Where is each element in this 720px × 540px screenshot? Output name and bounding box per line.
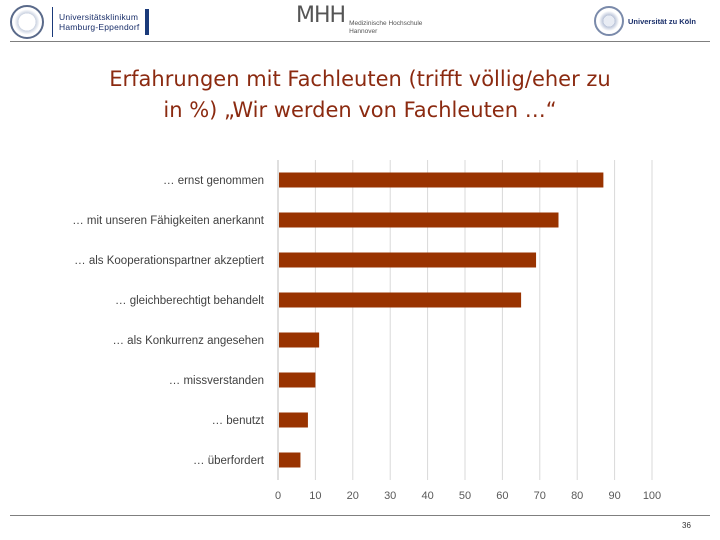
category-label: … gleichberechtigt behandelt <box>115 295 265 307</box>
mhh-logo-line-1: Medizinische Hochschule <box>349 20 423 27</box>
mhh-logo-text: Medizinische Hochschule Hannover <box>349 20 422 36</box>
x-tick-label: 100 <box>643 490 661 502</box>
uke-logo-text: Universitätsklinikum Hamburg-Eppendorf <box>59 12 139 32</box>
bar <box>279 332 320 348</box>
mhh-logo-line-2: Hannover <box>349 28 378 35</box>
x-tick-label: 40 <box>421 490 433 502</box>
page-number: 36 <box>682 521 691 530</box>
uke-logo: Universitätsklinikum Hamburg-Eppendorf <box>10 4 150 40</box>
chart-grid <box>277 160 653 480</box>
category-label: … überfordert <box>193 455 265 467</box>
chart-x-ticks: 0 10 20 30 40 50 60 70 80 90 100 <box>275 490 661 502</box>
x-tick-label: 60 <box>496 490 508 502</box>
bar <box>279 372 316 388</box>
bar <box>279 292 522 308</box>
koeln-logo: Universität zu Köln <box>594 6 696 36</box>
category-label: … benutzt <box>212 415 265 427</box>
category-label: … ernst genommen <box>163 175 264 187</box>
mhh-logo-mark: MHH <box>296 3 346 28</box>
uke-logo-line-1: Universitätsklinikum <box>59 12 139 22</box>
bar <box>279 452 301 468</box>
uke-seal-icon <box>10 5 44 39</box>
x-tick-label: 30 <box>384 490 396 502</box>
koeln-logo-text: Universität zu Köln <box>628 16 696 26</box>
slide-title-line-1: Erfahrungen mit Fachleuten (trifft völli… <box>109 67 611 91</box>
category-label: … als Kooperationspartner akzeptiert <box>74 255 265 267</box>
chart-bars <box>279 172 604 468</box>
bar <box>279 172 604 188</box>
bar <box>279 252 537 268</box>
category-label: … als Konkurrenz angesehen <box>112 335 264 347</box>
x-tick-label: 70 <box>534 490 546 502</box>
x-tick-label: 10 <box>309 490 321 502</box>
uke-logo-bar <box>145 9 150 35</box>
category-label: … mit unseren Fähigkeiten anerkannt <box>72 215 265 227</box>
category-label: … missverstanden <box>169 375 264 387</box>
x-tick-label: 50 <box>459 490 471 502</box>
x-tick-label: 0 <box>275 490 281 502</box>
x-tick-label: 80 <box>571 490 583 502</box>
footer-rule <box>10 515 710 516</box>
bar <box>279 412 308 428</box>
x-tick-label: 90 <box>608 490 620 502</box>
mhh-logo: MHH Medizinische Hochschule Hannover <box>296 4 422 36</box>
header-rule <box>10 41 710 42</box>
koeln-seal-icon <box>594 6 624 36</box>
chart-category-labels: … ernst genommen … mit unseren Fähigkeite… <box>72 175 265 467</box>
bar <box>279 212 559 228</box>
logo-divider <box>52 7 53 37</box>
uke-logo-line-2: Hamburg-Eppendorf <box>59 22 140 32</box>
slide-header: Universitätsklinikum Hamburg-Eppendorf M… <box>0 0 720 44</box>
slide-title: Erfahrungen mit Fachleuten (trifft völli… <box>40 64 680 126</box>
x-tick-label: 20 <box>347 490 359 502</box>
slide-title-line-2: in %) „Wir werden von Fachleuten …“ <box>163 98 557 122</box>
